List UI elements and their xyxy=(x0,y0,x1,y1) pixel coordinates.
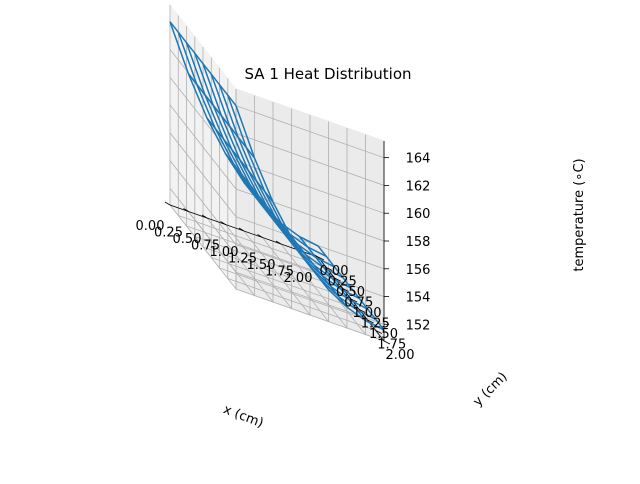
z-axis-label: temperature (∘C) xyxy=(572,158,587,271)
y-axis-label: y (cm) xyxy=(470,369,510,409)
y-tick-label: 1.25 xyxy=(361,317,390,332)
grid-line-y xyxy=(202,47,352,300)
y-tick-label: 0.50 xyxy=(336,285,365,300)
x-tick xyxy=(183,208,189,212)
wire-line-along-y xyxy=(298,236,367,322)
wire-line-along-y xyxy=(317,245,385,331)
x-tick xyxy=(257,234,263,238)
grid-line-y xyxy=(194,36,343,289)
x-tick xyxy=(275,240,282,245)
grid-line-z xyxy=(169,188,385,325)
x-tick xyxy=(238,227,245,232)
x-tick xyxy=(164,201,171,206)
x-tick xyxy=(201,214,208,219)
x-tick-label: 0.00 xyxy=(136,219,165,234)
wire-line-along-y xyxy=(261,205,330,291)
z-tick-label: 162 xyxy=(406,179,431,194)
y-tick xyxy=(375,330,382,334)
x-tick-label: 1.25 xyxy=(228,252,257,267)
y-tick xyxy=(367,319,374,324)
grid-lines xyxy=(169,5,385,343)
y-tick-label: 1.75 xyxy=(377,338,406,353)
y-tick-label: 0.25 xyxy=(328,275,357,290)
z-tick-label: 156 xyxy=(406,263,431,278)
y-tick xyxy=(359,309,366,313)
z-tick-label: 152 xyxy=(406,318,431,333)
tick-marks xyxy=(164,157,391,345)
chart-title: SA 1 Heat Distribution xyxy=(245,65,412,83)
wire-line-along-y xyxy=(280,222,348,308)
y-tick xyxy=(383,340,391,345)
y-tick-label: 2.00 xyxy=(386,348,415,363)
grid-line-z xyxy=(169,132,385,270)
grid-line-y xyxy=(177,15,327,268)
x-tick-label: 1.75 xyxy=(265,265,294,280)
wireframe-surface xyxy=(169,21,385,331)
z-tick-label: 158 xyxy=(406,235,431,250)
tick-labels: 0.000.250.500.751.001.251.501.752.00 0.00… xyxy=(136,152,431,363)
x-tick-label: 0.25 xyxy=(154,226,183,241)
y-tick xyxy=(342,288,349,292)
x-tick-label: 1.00 xyxy=(210,245,239,260)
wire-line-along-y xyxy=(206,117,274,203)
y-tick xyxy=(334,277,341,282)
z-tick-label: 164 xyxy=(406,152,431,167)
x-tick-label: 0.50 xyxy=(173,232,202,247)
x-tick-label: 2.00 xyxy=(284,271,313,286)
wire-line-along-y xyxy=(169,21,237,107)
y-tick xyxy=(350,298,358,303)
y-tick-label: 0.00 xyxy=(320,264,349,279)
z-tick-label: 160 xyxy=(406,207,431,222)
y-tick-label: 1.50 xyxy=(369,327,398,342)
z-tick-label: 154 xyxy=(406,291,431,306)
x-tick-label: 1.50 xyxy=(247,258,276,273)
x-axis-label: x (cm) xyxy=(221,402,265,431)
x-tick xyxy=(220,221,226,225)
grid-line-z xyxy=(169,104,385,242)
x-tick-label: 0.75 xyxy=(191,239,220,254)
grid-line-y xyxy=(186,26,335,279)
grid-line-z xyxy=(169,76,385,214)
y-tick xyxy=(326,267,333,271)
y-tick xyxy=(317,256,325,261)
y-tick-label: 0.75 xyxy=(344,296,373,311)
y-tick-label: 1.00 xyxy=(353,306,382,321)
wire-line-along-y xyxy=(187,73,256,159)
